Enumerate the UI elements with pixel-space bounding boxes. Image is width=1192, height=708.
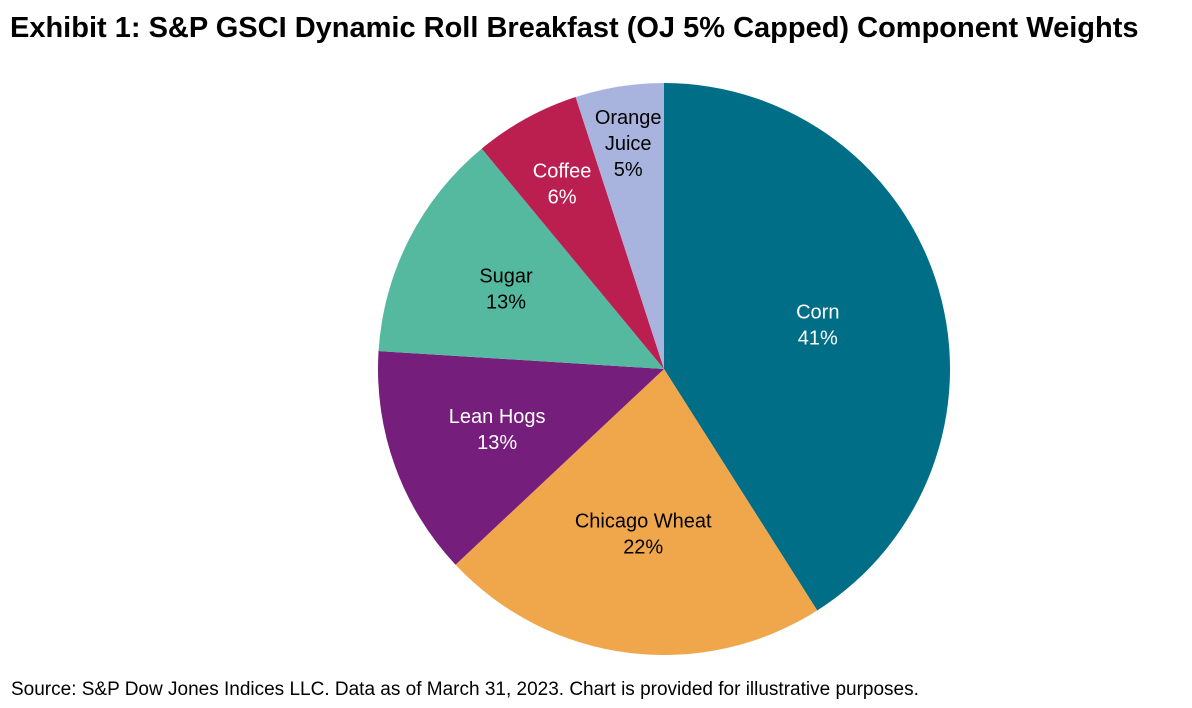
slice-name: Juice <box>605 133 652 155</box>
pie-slice-corn <box>664 83 950 611</box>
chart-title: Exhibit 1: S&P GSCI Dynamic Roll Breakfa… <box>10 12 1139 44</box>
slice-label-corn: Corn 41% <box>796 301 839 349</box>
slice-value: 13% <box>477 432 517 454</box>
slice-name: Lean Hogs <box>449 406 546 428</box>
slice-label-coffee: Coffee 6% <box>533 161 592 209</box>
slice-label-lean-hogs: Lean Hogs 13% <box>449 406 546 454</box>
pie-slice-sugar <box>378 148 664 369</box>
slice-value: 5% <box>614 159 643 181</box>
pie-slice-orange-juice <box>575 83 664 369</box>
slice-name: Sugar <box>479 265 533 287</box>
slice-name: Corn <box>796 301 839 323</box>
pie-slice-coffee <box>481 96 664 369</box>
slice-name: Chicago Wheat <box>575 511 712 533</box>
slice-value: 6% <box>548 187 577 209</box>
slice-label-sugar: Sugar 13% <box>479 265 533 313</box>
slice-name: Orange <box>595 107 662 129</box>
slice-label-chicago-wheat: Chicago Wheat 22% <box>575 511 712 559</box>
slice-name: Coffee <box>533 161 592 183</box>
pie-slice-lean-hogs <box>378 351 664 565</box>
chart-source: Source: S&P Dow Jones Indices LLC. Data … <box>11 679 919 700</box>
pie-slice-chicago-wheat <box>455 369 818 655</box>
pie-labels: Corn 41%Chicago Wheat 22%Lean Hogs 13%Sugar… <box>449 107 840 559</box>
slice-value: 22% <box>623 537 663 559</box>
slice-value: 41% <box>798 327 838 349</box>
pie-slices <box>378 83 950 655</box>
slice-value: 13% <box>486 291 526 313</box>
slice-label-orange-juice: Orange Juice 5% <box>595 107 662 181</box>
